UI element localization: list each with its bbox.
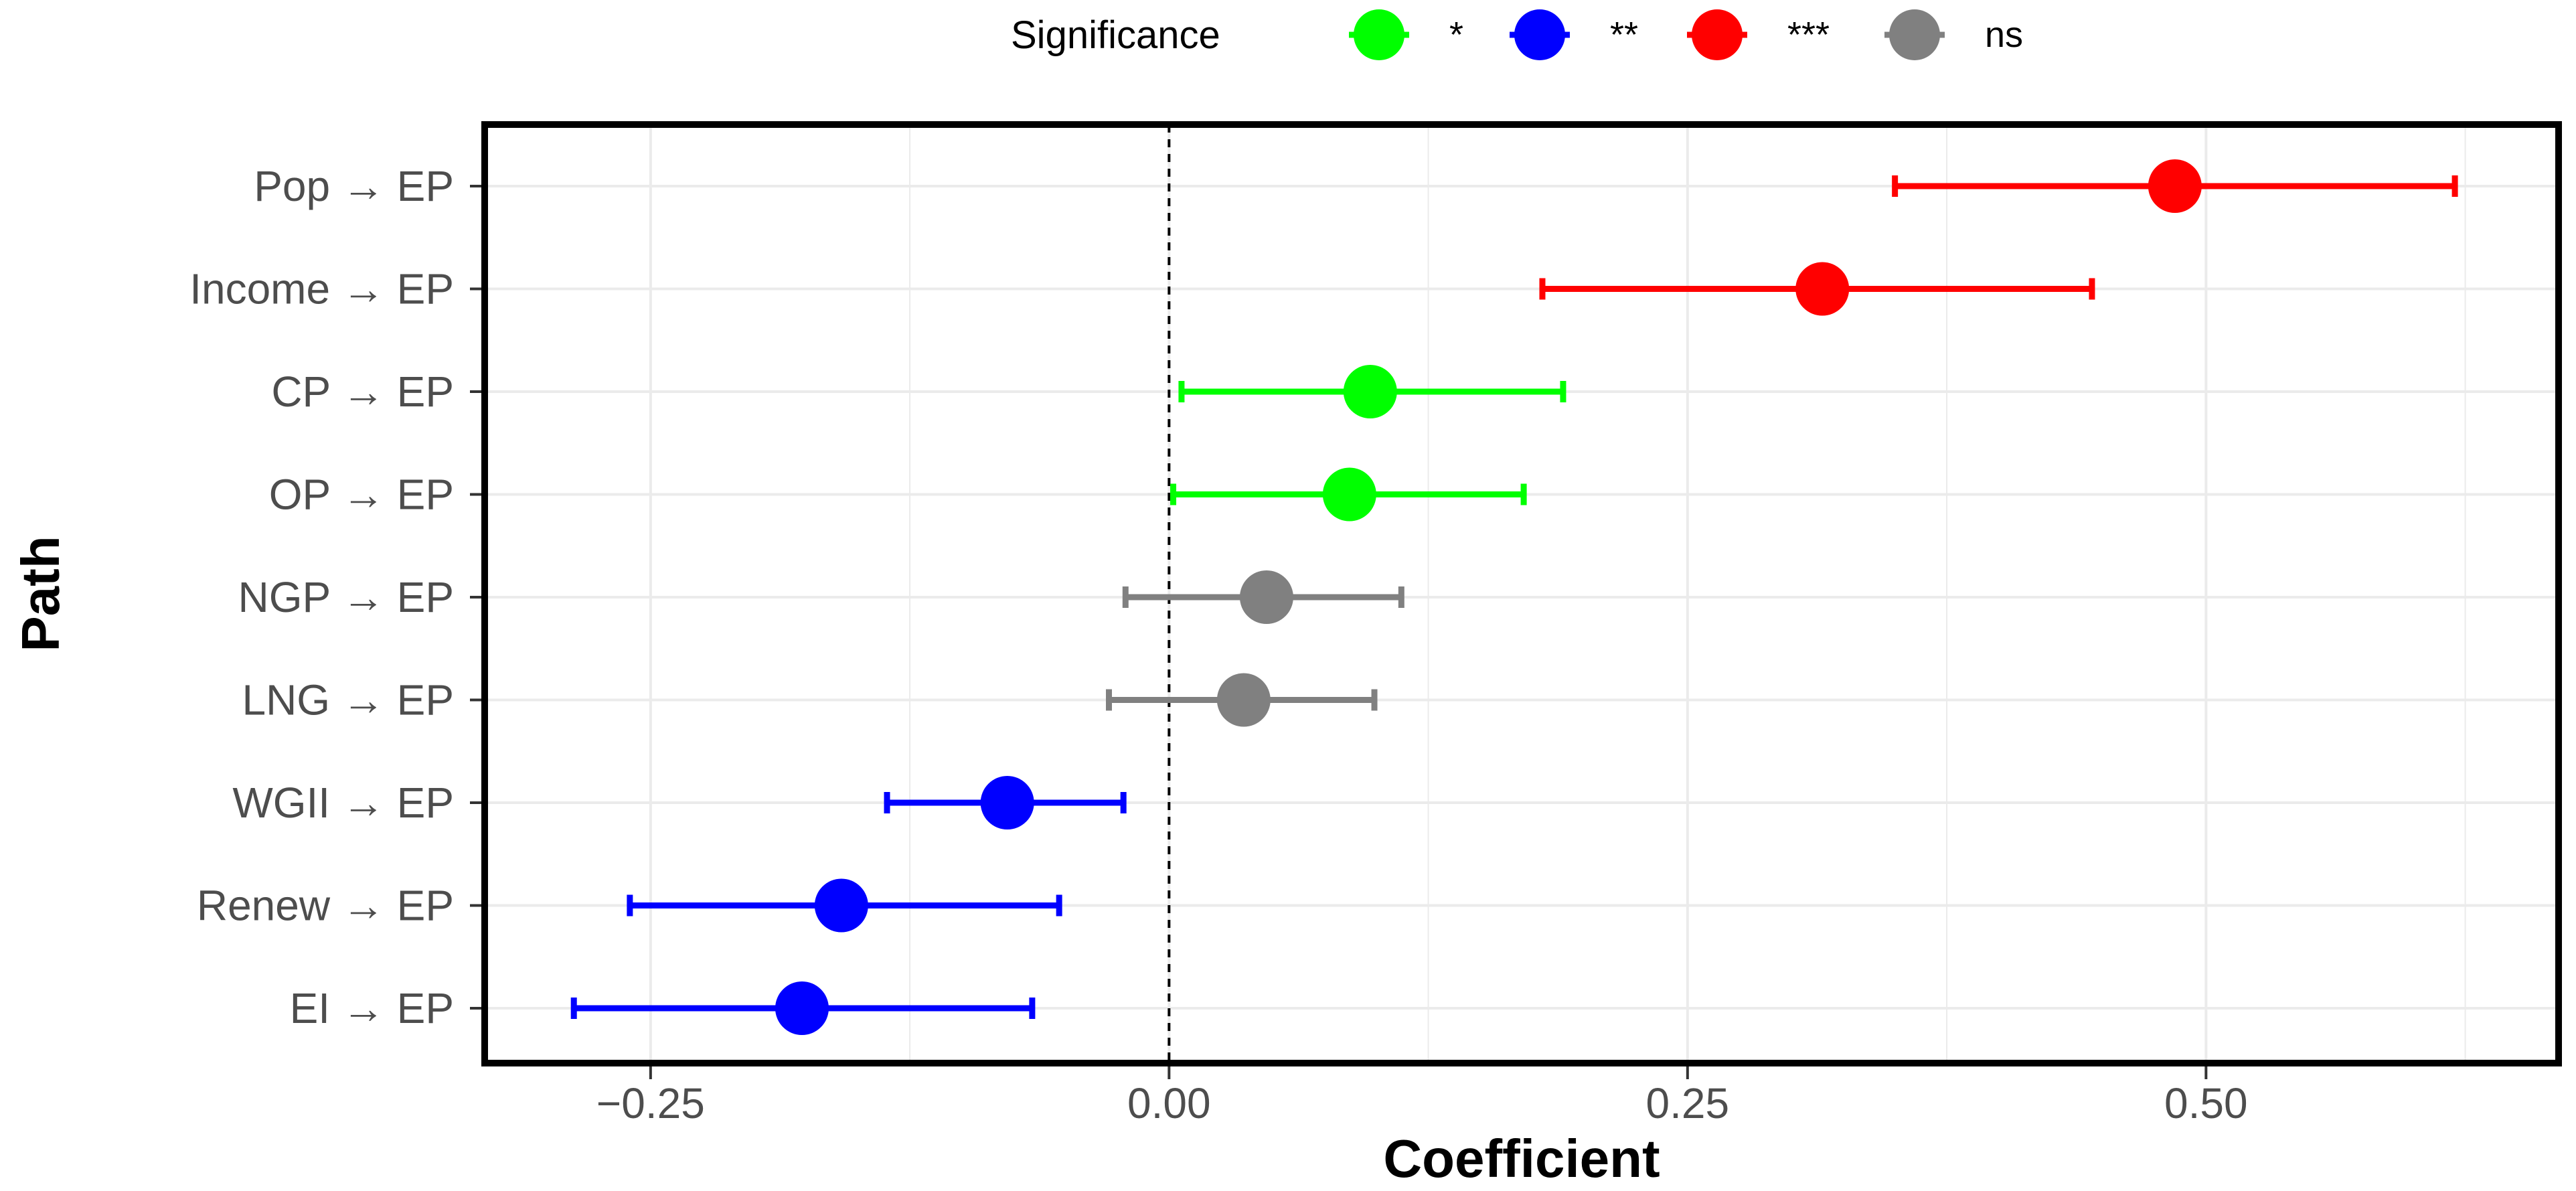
y-tick-label: Pop → EP [254,162,454,210]
x-tick-label: −0.25 [596,1079,705,1127]
row-mark-group [1178,365,1566,418]
y-tick-label: NGP → EP [238,573,454,621]
x-tick-label: 0.25 [1646,1079,1730,1127]
plot-border [481,121,2562,1066]
x-tick-label: 0.50 [2164,1079,2248,1127]
coefficient-point [1343,365,1397,418]
coefficient-point [980,776,1034,829]
x-tick-label: 0.00 [1127,1079,1211,1127]
y-tick-label: WGII → EP [232,779,454,827]
legend-item: *** [1687,9,1830,60]
x-axis-ticks [649,1066,2208,1079]
y-tick-label: EI → EP [290,984,454,1032]
legend-label: ns [1985,15,2023,55]
x-axis-tick-labels: −0.25 0.00 0.25 0.50 [596,1079,2248,1127]
coefficient-point [2148,159,2202,213]
y-axis-tick-labels: Pop → EP Income → EP CP → EP OP → EP NGP → E… [189,162,454,1032]
coefficient-point [814,878,868,933]
y-axis-ticks [470,185,481,1010]
y-tick-label: CP → EP [271,368,454,416]
legend-item: * [1349,9,1463,60]
x-axis-title: Coefficient [1383,1129,1660,1188]
coefficient-point [1216,673,1271,727]
row-mark-group [1170,467,1527,522]
row-mark-group [1539,262,2095,316]
row-mark-group [884,776,1127,829]
coefficient-point [1795,262,1850,316]
y-tick-label: Income → EP [189,265,454,313]
y-tick-label: LNG → EP [242,676,454,724]
coefficient-point [1239,570,1293,624]
row-mark-group [570,981,1036,1035]
plot-panel [481,121,2562,1066]
y-axis-title: Path [11,536,70,651]
coefficient-point [1322,467,1376,522]
row-mark-group [1105,673,1378,727]
plot-background [485,125,2559,1063]
legend-label: *** [1787,15,1830,55]
chart-marks [570,159,2458,1035]
legend-label: ** [1610,15,1638,55]
row-mark-group [1892,159,2458,213]
legend-item: ** [1510,9,1638,60]
legend-title: Significance [1011,13,1220,57]
legend-label: * [1449,15,1463,55]
row-mark-group [1122,570,1404,624]
y-tick-label: OP → EP [269,471,454,519]
legend-key-point [1354,9,1404,60]
legend-key-point [1514,9,1565,60]
legend-item: ns [1884,9,2023,60]
legend: Significance * ** *** ns [1011,9,2023,60]
y-tick-label: Renew → EP [197,882,454,930]
legend-key-point [1889,9,1940,60]
legend-key-point [1692,9,1743,60]
row-mark-group [627,878,1062,933]
coefficient-point [775,981,829,1035]
